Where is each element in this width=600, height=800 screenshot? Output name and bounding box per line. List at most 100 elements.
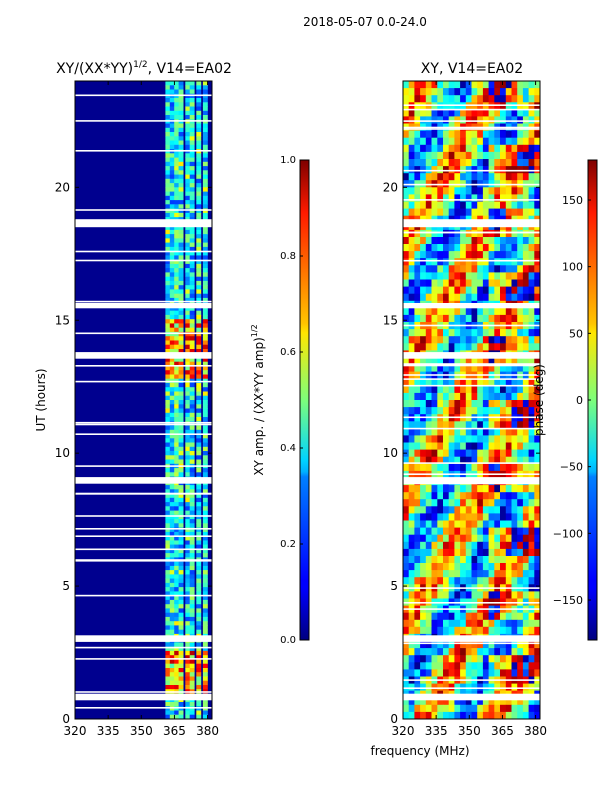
right-heatmap-cell: [534, 428, 540, 436]
figure-suptitle: 2018-05-07 0.0-24.0: [303, 15, 427, 29]
right-heatmap-cell: [437, 669, 444, 677]
right-heatmap-cell: [517, 385, 524, 394]
right-colorbar-tick-label: 50: [569, 327, 583, 340]
right-heatmap-cell: [488, 166, 495, 174]
right-heatmap-cell: [488, 336, 495, 344]
right-heatmap-cell: [414, 151, 421, 160]
left-heatmap-cell: [202, 616, 208, 622]
left-heatmap-cell: [165, 472, 171, 477]
right-heatmap-cell: [477, 392, 484, 401]
right-heatmap-cell: [414, 286, 421, 295]
right-heatmap-cell: [414, 237, 421, 245]
right-heatmap-cell: [443, 130, 450, 139]
left-heatmap-cell: [174, 166, 180, 171]
right-heatmap-cell: [534, 109, 540, 117]
right-heatmap-cell: [425, 520, 432, 528]
left-heatmap-cell: [178, 81, 184, 86]
left-heatmap-cell: [189, 366, 195, 371]
right-heatmap-cell: [431, 102, 438, 110]
left-heatmap-cell: [174, 195, 180, 201]
right-colorbar-tick-label: 100: [562, 261, 583, 274]
left-heatmap-cell: [169, 434, 175, 439]
right-heatmap-cell: [465, 116, 472, 124]
left-heatmap-cell: [174, 374, 180, 380]
left-heatmap-cell: [202, 497, 208, 503]
left-heatmap-cell: [202, 421, 208, 426]
right-heatmap-cell: [420, 307, 427, 316]
right-heatmap-cell: [482, 151, 489, 160]
right-heatmap-cell: [511, 449, 518, 458]
right-heatmap-cell: [488, 428, 495, 436]
right-heatmap-cell: [448, 527, 455, 536]
right-heatmap-cell: [420, 556, 427, 564]
right-heatmap-cell: [454, 485, 461, 493]
right-heatmap-cell: [403, 591, 410, 599]
right-heatmap-cell: [420, 343, 427, 351]
left-heatmap-cell: [178, 468, 184, 473]
left-heatmap-cell: [202, 102, 208, 107]
left-heatmap-cell: [196, 251, 202, 256]
right-heatmap-cell: [460, 662, 467, 670]
right-heatmap-cell: [522, 449, 529, 458]
left-heatmap-cell: [185, 595, 191, 601]
left-heatmap-cell: [174, 340, 180, 346]
flagged-line: [403, 356, 540, 358]
right-heatmap-cell: [534, 392, 540, 401]
left-heatmap-cell: [189, 93, 195, 99]
right-heatmap-cell: [465, 229, 472, 238]
right-heatmap-cell: [403, 683, 410, 692]
right-heatmap-cell: [454, 293, 461, 302]
right-heatmap-cell: [420, 449, 427, 458]
left-heatmap-cell: [169, 191, 175, 197]
right-heatmap-cell: [414, 159, 421, 167]
left-heatmap-cell: [174, 183, 180, 188]
right-heatmap-cell: [517, 173, 524, 181]
left-heatmap-cell: [185, 493, 191, 499]
right-heatmap-cell: [534, 258, 540, 266]
right-heatmap-cell: [522, 548, 529, 557]
flagged-line: [403, 120, 540, 122]
right-heatmap-cell: [505, 442, 512, 450]
left-heatmap-cell: [185, 153, 191, 158]
left-heatmap-cell: [196, 489, 202, 494]
right-heatmap-cell: [477, 570, 484, 578]
flagged-line: [403, 378, 540, 380]
right-heatmap-cell: [431, 648, 438, 656]
right-heatmap-cell: [517, 208, 524, 217]
right-heatmap-cell: [477, 208, 484, 217]
right-heatmap-cell: [448, 655, 455, 663]
left-heatmap-cell: [202, 349, 208, 354]
left-heatmap-cell: [196, 272, 202, 278]
left-heatmap-cell: [178, 229, 184, 235]
left-heatmap-cell: [202, 400, 208, 405]
left-heatmap-cell: [202, 161, 208, 167]
left-heatmap-cell: [169, 272, 175, 278]
right-heatmap-cell: [443, 641, 450, 649]
left-heatmap-cell: [196, 200, 202, 205]
right-heatmap-cell: [408, 577, 415, 585]
left-heatmap-cell: [178, 200, 184, 205]
left-heatmap-cell: [165, 629, 171, 635]
left-heatmap-cell: [174, 357, 180, 363]
right-heatmap-cell: [425, 229, 432, 238]
right-heatmap-cell: [511, 421, 518, 429]
right-heatmap-cell: [414, 591, 421, 599]
right-heatmap-cell: [522, 194, 529, 202]
left-heatmap-cell: [189, 251, 195, 256]
left-heatmap-cell: [178, 327, 184, 333]
right-heatmap-cell: [465, 336, 472, 344]
right-heatmap-cell: [500, 159, 507, 167]
left-heatmap-cell: [196, 616, 202, 622]
right-heatmap-cell: [403, 109, 410, 117]
right-heatmap-cell: [494, 159, 501, 167]
left-heatmap-cell: [185, 625, 191, 631]
right-heatmap-cell: [443, 711, 450, 719]
left-heatmap-cell: [165, 650, 171, 656]
left-heatmap-cell: [169, 625, 175, 631]
right-heatmap-cell: [437, 378, 444, 387]
right-heatmap-cell: [437, 286, 444, 295]
right-heatmap-cell: [443, 258, 450, 266]
right-heatmap-cell: [534, 485, 540, 493]
right-y-tick-label: 5: [390, 579, 398, 593]
